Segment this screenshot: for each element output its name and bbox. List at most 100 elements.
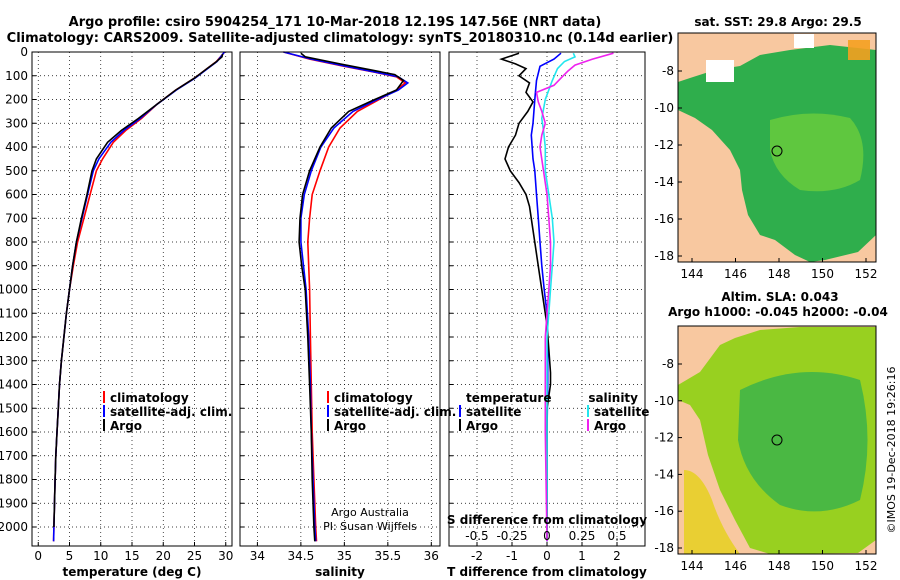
map-lon-tick-label: 150 bbox=[811, 559, 834, 573]
map-lon-tick-label: 148 bbox=[768, 559, 791, 573]
map-lon-tick-label: 144 bbox=[681, 559, 704, 573]
salinity-lines bbox=[283, 51, 410, 542]
legend-label-t-argo: Argo bbox=[466, 419, 498, 433]
series-line-s-argo bbox=[535, 52, 614, 542]
sst-map-warm-patch bbox=[770, 113, 864, 192]
sla-map-title-line1: Altim. SLA: 0.043 bbox=[721, 290, 838, 304]
depth-tick-label: 1200 bbox=[0, 330, 28, 344]
salinity-plot-frame bbox=[239, 51, 441, 547]
x-tick-label: 35.5 bbox=[374, 549, 401, 563]
sla-map-ticks: 144 146 148 150 152 -8 -10 -12 -14 -16 -18 bbox=[654, 357, 877, 573]
credit-argo-australia: Argo Australia bbox=[331, 506, 409, 519]
depth-y-ticks: 0 100 200 300 400 500 600 700 800 900 1000 1100 1200… bbox=[0, 45, 28, 534]
map-lat-tick-label: -16 bbox=[654, 504, 674, 518]
x-tick-label: 0 bbox=[543, 549, 551, 563]
series-line-argo bbox=[298, 52, 405, 542]
x-tick-label: 0 bbox=[34, 549, 42, 563]
series-line-s-satellite bbox=[540, 52, 577, 542]
difference-legend: temperature satellite Argo salinity sate… bbox=[459, 391, 649, 433]
s-diff-tick-label: 0.5 bbox=[607, 529, 626, 543]
map-lon-tick-label: 144 bbox=[681, 267, 704, 281]
sst-map-float-marker bbox=[771, 145, 783, 157]
x-tick-label: 10 bbox=[93, 549, 108, 563]
imos-credit: ©IMOS 19-Dec-2018 19:26:16 bbox=[885, 367, 898, 534]
sla-map-title-line2: Argo h1000: -0.045 h2000: -0.04 bbox=[668, 305, 888, 319]
s-diff-tick-label: -0.5 bbox=[465, 529, 488, 543]
depth-tick-label: 400 bbox=[5, 140, 28, 154]
sst-map: sat. SST: 29.8 Argo: 29.5 144 146 148 150 15… bbox=[654, 15, 877, 281]
sla-map-frame bbox=[677, 325, 877, 555]
salinity-panel: 34 34.5 35 35.5 36 salinity climatology sate… bbox=[239, 51, 456, 579]
sst-map-cloud-patch-2 bbox=[794, 34, 814, 48]
map-lat-tick-label: -10 bbox=[654, 394, 674, 408]
s-difference-x-label: S difference from climatology bbox=[447, 513, 647, 527]
depth-tick-label: 1000 bbox=[0, 283, 28, 297]
depth-tick-label: 1700 bbox=[0, 449, 28, 463]
sla-map-float-marker bbox=[771, 434, 783, 446]
map-lat-tick-label: -14 bbox=[654, 467, 674, 481]
depth-tick-label: 500 bbox=[5, 164, 28, 178]
x-tick-label: 5 bbox=[66, 549, 74, 563]
legend-label-satellite: satellite-adj. clim. bbox=[110, 405, 232, 419]
difference-plot-frame bbox=[448, 51, 646, 547]
temperature-panel: 0 5 10 15 20 25 30 0 100 200 300 400 500 600 700 800 90… bbox=[0, 45, 233, 579]
legend-label-satellite: satellite-adj. clim. bbox=[334, 405, 456, 419]
salinity-x-ticks: 34 34.5 35 35.5 36 bbox=[250, 549, 439, 563]
depth-tick-label: 800 bbox=[5, 235, 28, 249]
map-lat-tick-label: -8 bbox=[662, 357, 674, 371]
series-line-satellite-adj-clim- bbox=[52, 51, 226, 542]
credit-pi-name: PI: Susan Wijffels bbox=[323, 520, 417, 533]
legend-label-s-argo: Argo bbox=[594, 419, 626, 433]
depth-tick-label: 700 bbox=[5, 211, 28, 225]
x-tick-label: -1 bbox=[506, 549, 518, 563]
sla-map: Altim. SLA: 0.043 Argo h1000: -0.045 h20… bbox=[654, 290, 887, 573]
x-tick-label: 36 bbox=[424, 549, 439, 563]
s-difference-x-ticks: -0.5 -0.25 0 0.25 0.5 bbox=[465, 529, 626, 543]
figure-title-line1: Argo profile: csiro 5904254_171 10-Mar-2… bbox=[69, 15, 602, 30]
legend-label-argo: Argo bbox=[110, 419, 142, 433]
depth-tick-label: 1300 bbox=[0, 354, 28, 368]
depth-tick-label: 600 bbox=[5, 188, 28, 202]
legend-label-climatology: climatology bbox=[110, 391, 189, 405]
depth-tick-label: 1400 bbox=[0, 378, 28, 392]
map-lat-tick-label: -18 bbox=[654, 249, 674, 263]
difference-grid bbox=[449, 51, 645, 546]
difference-lines bbox=[499, 52, 614, 542]
map-lat-tick-label: -16 bbox=[654, 212, 674, 226]
t-difference-x-label: T difference from climatology bbox=[447, 565, 647, 579]
map-lat-tick-label: -12 bbox=[654, 431, 674, 445]
series-line-t-argo bbox=[499, 52, 552, 542]
s-diff-tick-label: 0.25 bbox=[569, 529, 596, 543]
x-tick-label: 15 bbox=[124, 549, 139, 563]
series-line-argo bbox=[53, 53, 224, 528]
map-lon-tick-label: 148 bbox=[768, 267, 791, 281]
map-lon-tick-label: 152 bbox=[855, 267, 878, 281]
sst-map-frame bbox=[677, 32, 877, 263]
map-lat-tick-label: -18 bbox=[654, 541, 674, 555]
depth-tick-label: 1500 bbox=[0, 401, 28, 415]
temperature-lines bbox=[52, 51, 226, 542]
map-lat-tick-label: -12 bbox=[654, 138, 674, 152]
x-tick-label: 35 bbox=[337, 549, 352, 563]
x-tick-label: 2 bbox=[613, 549, 621, 563]
legend-heading-salinity: salinity bbox=[588, 391, 638, 405]
x-tick-label: 34.5 bbox=[288, 549, 315, 563]
sla-map-anomaly-patch bbox=[738, 372, 868, 512]
salinity-x-label: salinity bbox=[315, 565, 365, 579]
map-lat-tick-label: -8 bbox=[662, 64, 674, 78]
salinity-grid bbox=[240, 51, 440, 546]
difference-panel: -2 -1 0 1 2 -0.5 -0.25 0 0.25 0.5 S difference f… bbox=[447, 51, 649, 579]
temperature-x-ticks: 0 5 10 15 20 25 30 bbox=[34, 549, 233, 563]
series-line-climatology bbox=[52, 51, 226, 542]
depth-tick-label: 900 bbox=[5, 259, 28, 273]
s-diff-tick-label: 0 bbox=[543, 529, 551, 543]
map-lon-tick-label: 146 bbox=[724, 559, 747, 573]
temperature-x-label: temperature (deg C) bbox=[63, 565, 202, 579]
sst-map-warm-spot bbox=[848, 40, 870, 60]
legend-label-climatology: climatology bbox=[334, 391, 413, 405]
t-difference-x-ticks: -2 -1 0 1 2 bbox=[471, 549, 621, 563]
temperature-legend: climatology satellite-adj. clim. Argo bbox=[103, 391, 232, 433]
x-tick-label: 20 bbox=[156, 549, 171, 563]
series-line-satellite-adj-clim- bbox=[283, 51, 410, 542]
